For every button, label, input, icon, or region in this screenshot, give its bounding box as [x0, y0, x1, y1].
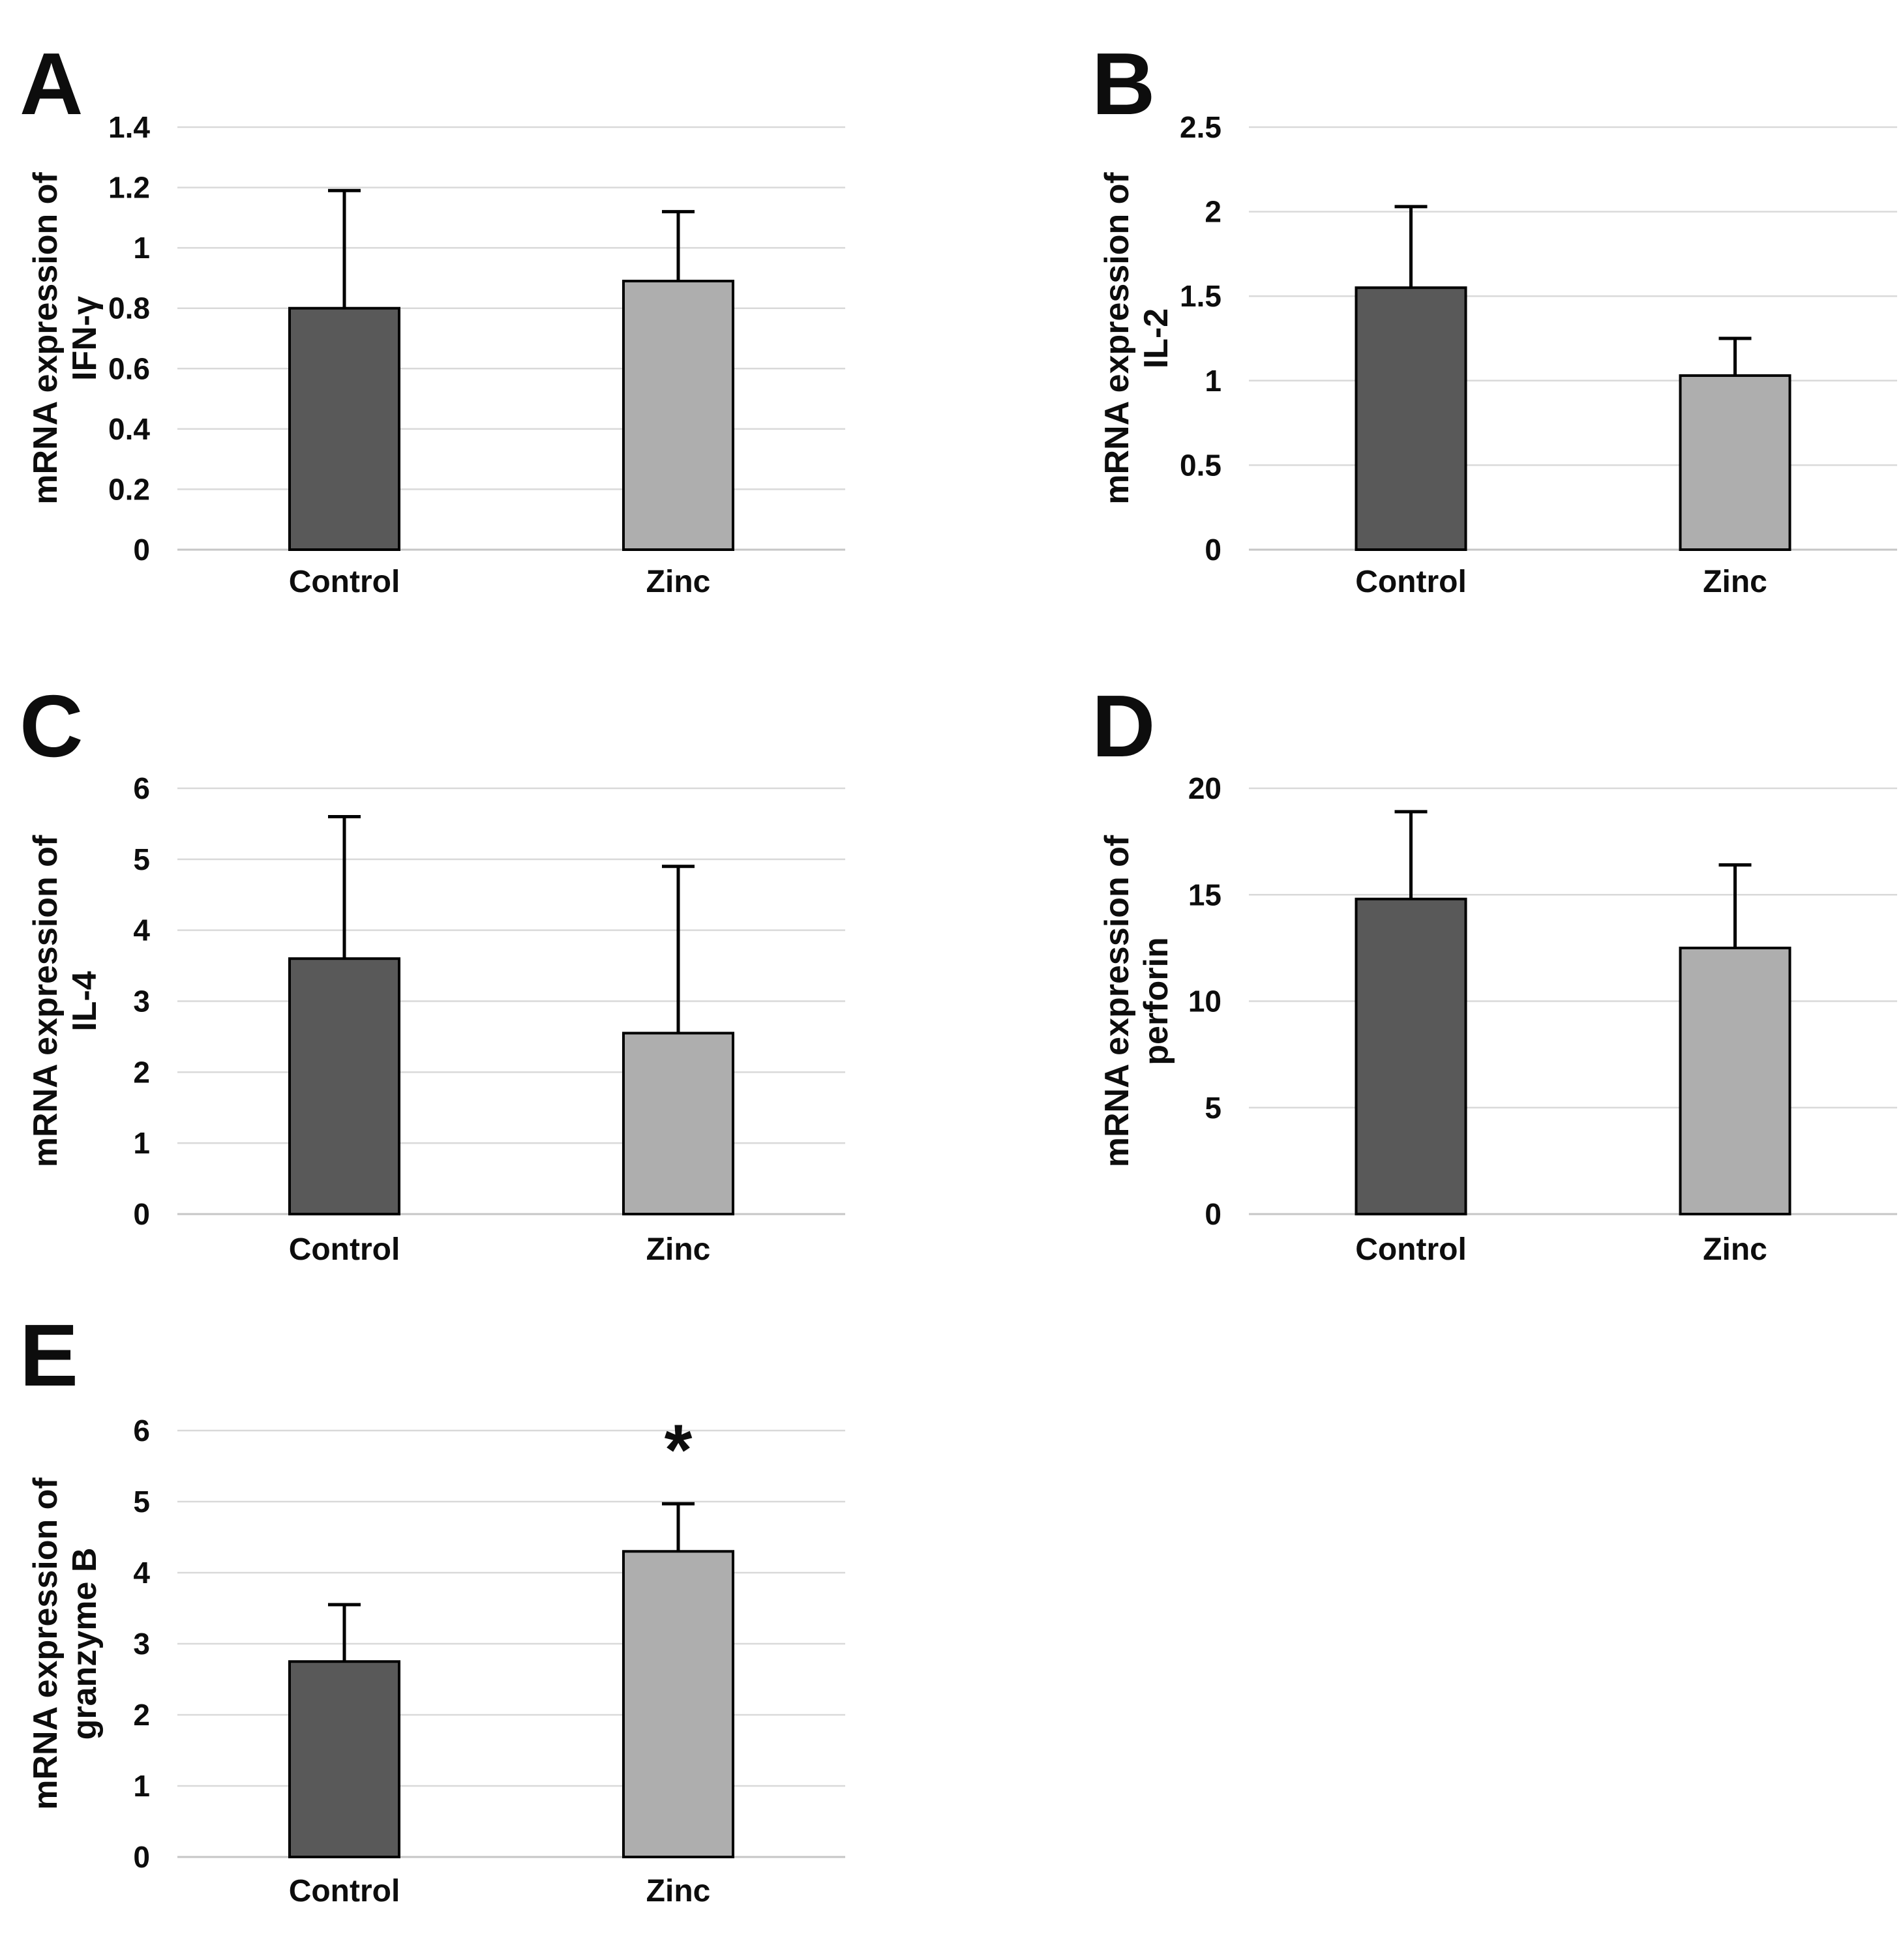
x-category-label: Control [1355, 565, 1467, 599]
bar-zinc [1679, 374, 1791, 551]
y-tick-label: 20 [1188, 771, 1221, 805]
y-axis-title-line1: mRNA expression of [27, 172, 65, 505]
panel-A: A 0 0.2 0.4 0.6 0.8 1 1.2 1.4 mRNA expression of I… [20, 35, 845, 599]
x-category-label: Control [289, 1874, 400, 1908]
y-tick-label: 5 [133, 1485, 150, 1519]
bar-control [288, 957, 400, 1215]
panel-B: B 0 0.5 1 1.5 2 2.5 mRNA expression of IL-2 Contr… [1092, 35, 1897, 599]
y-tick-label: 1.2 [108, 171, 150, 205]
y-tick-label: 0 [1205, 1197, 1221, 1231]
y-tick-label: 2 [133, 1055, 150, 1089]
bar-control [288, 306, 400, 551]
panel-D: D 0 5 10 15 20 mRNA expression of perforin Contr… [1092, 677, 1897, 1267]
x-category-label: Zinc [646, 1232, 711, 1267]
bar-zinc [622, 280, 734, 551]
y-tick-label: 2.5 [1180, 110, 1221, 144]
y-tick-label: 0 [1205, 533, 1221, 567]
x-category-label: Zinc [646, 565, 711, 599]
y-tick-label: 0.6 [108, 351, 150, 385]
y-tick-label: 0 [133, 533, 150, 567]
y-axis-title-line2: perforin [1137, 937, 1175, 1065]
panel-letter: B [1092, 35, 1156, 133]
y-tick-label: 0 [133, 1840, 150, 1874]
bar-control [1355, 286, 1467, 551]
panel-E: E 0 1 2 3 4 5 6 mRNA expression of granzyme B Cont… [20, 1306, 845, 1908]
x-category-label: Zinc [1703, 1232, 1767, 1267]
panel-letter: C [20, 677, 83, 775]
bar-zinc [1679, 946, 1791, 1215]
y-tick-label: 1 [133, 1126, 150, 1160]
x-category-label: Control [1355, 1232, 1467, 1267]
y-axis-title-line2: IL-2 [1137, 308, 1175, 368]
y-tick-label: 5 [133, 842, 150, 876]
bar-control [1355, 897, 1467, 1216]
y-tick-label: 6 [133, 1414, 150, 1448]
y-tick-label: 10 [1188, 985, 1221, 1018]
panel-C: C 0 1 2 3 4 5 6 mRNA expression of IL-4 Control Zin… [20, 677, 845, 1267]
x-category-label: Control [289, 1232, 400, 1267]
y-tick-label: 15 [1188, 878, 1221, 912]
x-category-label: Zinc [1703, 565, 1767, 599]
y-tick-label: 1.4 [108, 110, 150, 144]
y-tick-label: 0.8 [108, 291, 150, 325]
x-category-label: Zinc [646, 1874, 711, 1908]
panel-letter: E [20, 1306, 78, 1404]
y-tick-label: 0 [133, 1197, 150, 1231]
panel-letter: D [1092, 677, 1156, 775]
y-tick-label: 0.5 [1180, 448, 1221, 482]
bar-zinc [622, 1032, 734, 1215]
y-tick-label: 5 [1205, 1091, 1221, 1125]
y-axis-title-line1: mRNA expression of [1098, 835, 1136, 1167]
bar-control [288, 1660, 400, 1858]
y-tick-label: 2 [133, 1698, 150, 1732]
y-tick-label: 6 [133, 771, 150, 805]
y-tick-label: 3 [133, 1627, 150, 1661]
y-axis-title-line2: IFN-γ [66, 296, 104, 381]
significance-asterisk: * [665, 1410, 693, 1490]
y-tick-label: 0.2 [108, 472, 150, 506]
bar-zinc [622, 1550, 734, 1859]
y-axis-title-line1: mRNA expression of [27, 835, 65, 1167]
y-tick-label: 1.5 [1180, 279, 1221, 313]
y-tick-label: 3 [133, 985, 150, 1018]
y-tick-label: 4 [133, 1556, 150, 1590]
y-axis-title-line2: granzyme B [66, 1548, 104, 1740]
y-axis-title-line2: IL-4 [66, 971, 104, 1032]
y-tick-label: 4 [133, 913, 150, 947]
y-tick-label: 1 [133, 231, 150, 265]
y-tick-label: 0.4 [108, 412, 150, 446]
x-category-label: Control [289, 565, 400, 599]
panel-letter: A [20, 35, 83, 133]
y-tick-label: 2 [1205, 195, 1221, 229]
y-axis-title-line1: mRNA expression of [1098, 172, 1136, 505]
y-tick-label: 1 [133, 1769, 150, 1803]
y-axis-title-line1: mRNA expression of [27, 1477, 65, 1810]
y-tick-label: 1 [1205, 364, 1221, 398]
